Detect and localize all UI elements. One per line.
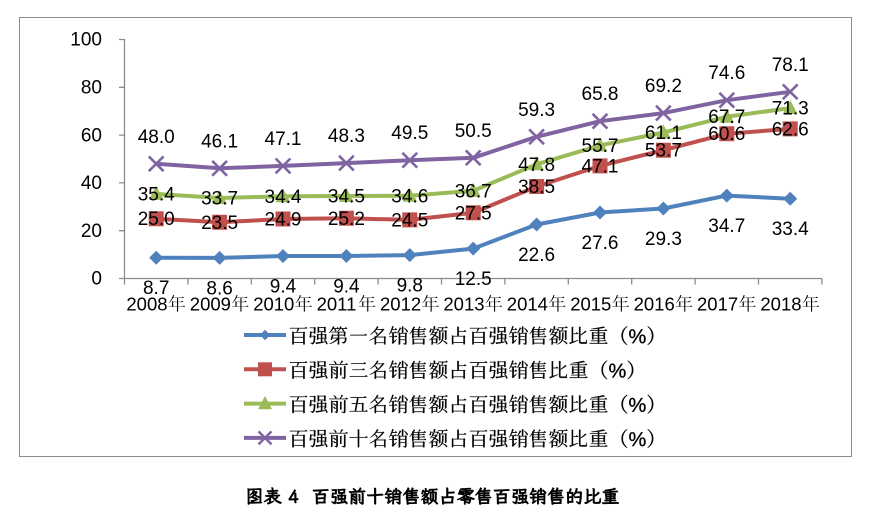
svg-text:60.6: 60.6 (708, 124, 745, 145)
svg-text:2018: 2018 (760, 294, 801, 315)
svg-text:71.3: 71.3 (772, 99, 809, 120)
svg-text:2012: 2012 (380, 294, 421, 315)
svg-text:2010: 2010 (253, 294, 294, 315)
svg-text:27.6: 27.6 (582, 233, 619, 254)
svg-text:69.2: 69.2 (645, 76, 682, 97)
svg-text:47.1: 47.1 (265, 129, 302, 150)
svg-text:27.5: 27.5 (455, 203, 492, 224)
svg-text:9.4: 9.4 (270, 277, 297, 298)
svg-text:23.5: 23.5 (201, 213, 238, 234)
svg-text:36.7: 36.7 (455, 181, 492, 202)
svg-text:2016: 2016 (634, 294, 675, 315)
svg-text:50.5: 50.5 (455, 121, 492, 142)
svg-text:12.5: 12.5 (455, 269, 492, 290)
svg-text:59.3: 59.3 (518, 100, 555, 121)
svg-text:38.5: 38.5 (518, 177, 555, 198)
svg-text:49.5: 49.5 (391, 123, 428, 144)
svg-text:47.8: 47.8 (518, 155, 555, 176)
svg-text:2009: 2009 (190, 294, 231, 315)
svg-text:9.4: 9.4 (333, 277, 360, 298)
svg-text:0: 0 (91, 269, 102, 290)
svg-text:25.0: 25.0 (138, 209, 175, 230)
svg-text:34.5: 34.5 (328, 187, 365, 208)
svg-text:62.6: 62.6 (772, 119, 809, 140)
svg-text:25.2: 25.2 (328, 209, 365, 230)
svg-text:80: 80 (81, 78, 102, 99)
svg-text:9.8: 9.8 (397, 276, 423, 297)
svg-text:33.7: 33.7 (201, 189, 238, 210)
svg-text:8.7: 8.7 (143, 278, 169, 299)
svg-text:33.4: 33.4 (772, 219, 809, 240)
svg-text:2008: 2008 (126, 294, 167, 315)
svg-text:2017: 2017 (697, 294, 738, 315)
svg-text:34.6: 34.6 (391, 186, 428, 207)
svg-text:2011: 2011 (317, 294, 357, 315)
svg-text:53.7: 53.7 (645, 141, 682, 162)
svg-text:40: 40 (81, 173, 102, 194)
svg-text:2015: 2015 (570, 294, 611, 315)
svg-text:48.0: 48.0 (138, 127, 175, 148)
svg-text:46.1: 46.1 (201, 131, 238, 152)
svg-text:2013: 2013 (443, 294, 484, 315)
svg-text:61.1: 61.1 (645, 123, 682, 144)
svg-text:67.7: 67.7 (708, 107, 745, 128)
svg-text:34.4: 34.4 (265, 187, 302, 208)
svg-text:60: 60 (81, 125, 102, 146)
svg-text:8.6: 8.6 (206, 278, 232, 299)
svg-text:78.1: 78.1 (772, 55, 809, 76)
svg-text:29.3: 29.3 (645, 229, 682, 250)
svg-text:65.8: 65.8 (582, 84, 619, 105)
svg-text:100: 100 (70, 30, 102, 51)
svg-text:48.3: 48.3 (328, 126, 365, 147)
svg-text:74.6: 74.6 (708, 63, 745, 84)
svg-text:24.5: 24.5 (391, 210, 428, 231)
svg-text:55.7: 55.7 (582, 136, 619, 157)
svg-text:2014: 2014 (507, 294, 548, 315)
svg-text:24.9: 24.9 (265, 210, 302, 231)
svg-text:22.6: 22.6 (518, 245, 555, 266)
svg-text:35.4: 35.4 (138, 184, 175, 205)
svg-text:47.1: 47.1 (582, 156, 619, 177)
svg-text:34.7: 34.7 (708, 216, 745, 237)
svg-text:20: 20 (81, 221, 102, 242)
